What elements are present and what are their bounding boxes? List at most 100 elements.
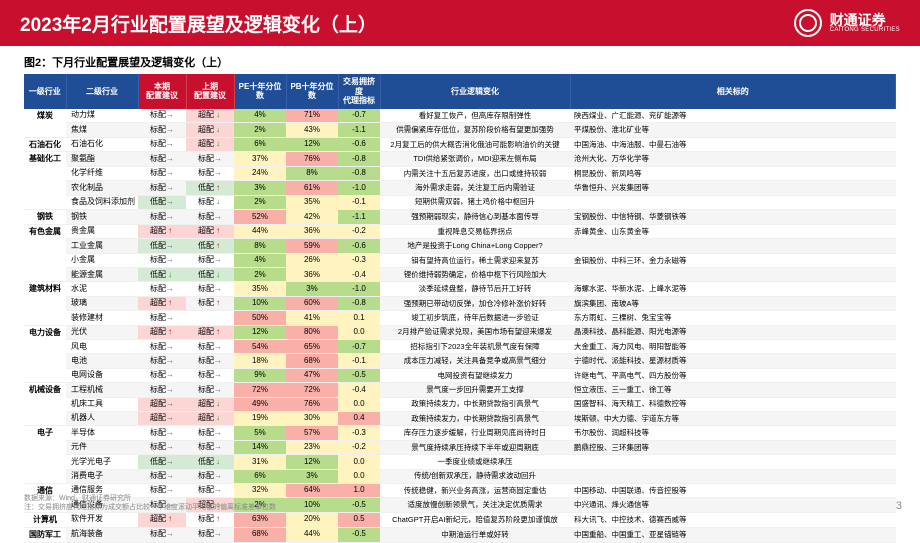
- logic-cell: 传统/创新双承压，静待需求波动回升: [380, 469, 570, 483]
- current-rec: 标配→: [138, 311, 186, 325]
- table-row: 钢铁钢铁标配→标配→52%42%-1.1强预期弱现实，静待信心到基本面传导宝钢股…: [24, 210, 896, 225]
- col-header: 二级行业: [66, 74, 138, 109]
- table-row: 光学光电子低配→低配↓31%12%0.0一季度业绩或继续承压: [24, 455, 896, 469]
- sub-industry: 焦煤: [66, 123, 138, 137]
- pe-cell: 54%: [234, 340, 286, 354]
- pb-cell: 26%: [286, 253, 338, 267]
- sub-industry: 半导体: [66, 426, 138, 440]
- logic-cell: 中期油运行单或好转: [380, 527, 570, 542]
- crowd-cell: -1.0: [338, 181, 380, 195]
- chart-title: 图2：下月行业配置展望及逻辑变化（上）: [0, 46, 920, 74]
- pe-cell: 4%: [234, 253, 286, 267]
- pb-cell: 65%: [286, 340, 338, 354]
- table-row: 化学纤维标配→标配→24%8%-0.8内需关注十五后复苏进度，出口或维持较弱桐昆…: [24, 166, 896, 180]
- footer-line1: 数据来源：Wind，财通证券研究所: [24, 494, 276, 503]
- pb-cell: 8%: [286, 166, 338, 180]
- table-wrap: 一级行业二级行业本期配置建议上期配置建议PE十年分位数PB十年分位数交易拥挤度代…: [0, 74, 920, 543]
- pe-cell: 31%: [234, 455, 286, 469]
- prev-rec: 标配→: [186, 210, 234, 225]
- pb-cell: 71%: [286, 109, 338, 123]
- prev-rec: 超配↓: [186, 137, 234, 152]
- sub-industry: 玻璃: [66, 296, 138, 310]
- pb-cell: 64%: [286, 483, 338, 497]
- pe-cell: 6%: [234, 469, 286, 483]
- category-cell: 基础化工: [24, 152, 66, 210]
- target-cell: 中国海油、中海油服、中曼石油等: [570, 137, 896, 152]
- table-row: 电网设备标配→标配→9%47%-0.5电网投资有望继续发力许继电气、平高电气、四…: [24, 368, 896, 382]
- sub-industry: 水泥: [66, 282, 138, 296]
- crowd-cell: -0.2: [338, 224, 380, 238]
- prev-rec: 标配→: [186, 527, 234, 542]
- target-cell: 华鲁恒升、兴发集团等: [570, 181, 896, 195]
- prev-rec: 标配→: [186, 469, 234, 483]
- prev-rec: 超配↓: [186, 123, 234, 137]
- prev-rec: 标配↓: [186, 195, 234, 209]
- pe-cell: 72%: [234, 383, 286, 397]
- table-row: 能源金属低配↓低配↓2%36%-0.4锂价维持弱势确定，价格中枢下行风险加大: [24, 268, 896, 282]
- pe-cell: 49%: [234, 397, 286, 411]
- pb-cell: 35%: [286, 195, 338, 209]
- current-rec: 标配→: [138, 123, 186, 137]
- prev-rec: 低配↓: [186, 268, 234, 282]
- logic-cell: 电网投资有望继续发力: [380, 368, 570, 382]
- pb-cell: 68%: [286, 354, 338, 368]
- target-cell: 桐昆股份、新凤鸣等: [570, 166, 896, 180]
- category-cell: 有色金属: [24, 224, 66, 282]
- sub-industry: 工程机械: [66, 383, 138, 397]
- pe-cell: 6%: [234, 137, 286, 152]
- prev-rec: 标配→: [186, 152, 234, 166]
- logic-cell: 2月复工后的供大概否消化俄油可能影响油价的关键: [380, 137, 570, 152]
- crowd-cell: -0.8: [338, 166, 380, 180]
- logic-cell: 政策持续发力，中长期贷款指引高景气: [380, 397, 570, 411]
- pb-cell: 3%: [286, 282, 338, 296]
- pb-cell: 59%: [286, 239, 338, 253]
- logo-icon: [794, 9, 822, 37]
- pe-cell: 18%: [234, 354, 286, 368]
- crowd-cell: -1.1: [338, 210, 380, 225]
- pb-cell: 72%: [286, 383, 338, 397]
- prev-rec: 标配→: [186, 426, 234, 440]
- crowd-cell: 0.4: [338, 411, 380, 425]
- current-rec: 超配→: [138, 411, 186, 425]
- col-header: 行业逻辑变化: [380, 74, 570, 109]
- logic-cell: 地产是投资于Long China+Long Copper?: [380, 239, 570, 253]
- pb-cell: 3%: [286, 469, 338, 483]
- logic-cell: 成本压力减轻，关注具备竞争或高景气细分: [380, 354, 570, 368]
- logic-cell: 重视降息交易临界拐点: [380, 224, 570, 238]
- prev-rec: 超配↓: [186, 397, 234, 411]
- crowd-cell: -0.3: [338, 426, 380, 440]
- logic-cell: 景气度持续承压持续下半年或迎周期底: [380, 440, 570, 454]
- logic-cell: 2月排产验证需求兑现，美国市场有望迎来爆发: [380, 325, 570, 339]
- target-cell: 许继电气、平高电气、四方股份等: [570, 368, 896, 382]
- pe-cell: 10%: [234, 296, 286, 310]
- target-cell: 宝钢股份、中信特钢、华菱钢铁等: [570, 210, 896, 225]
- logic-cell: 招标指引下2023全年装机景气度有保障: [380, 340, 570, 354]
- pb-cell: 61%: [286, 181, 338, 195]
- crowd-cell: 0.0: [338, 325, 380, 339]
- pe-cell: 35%: [234, 282, 286, 296]
- table-row: 元件标配→标配→14%23%-0.2景气度持续承压持续下半年或迎周期底鹏鼎控股、…: [24, 440, 896, 454]
- sub-industry: 能源金属: [66, 268, 138, 282]
- current-rec: 标配→: [138, 253, 186, 267]
- table-row: 机械设备工程机械标配→标配→72%72%-0.4景气度一步回升需要开工支撑恒立液…: [24, 383, 896, 397]
- pb-cell: 41%: [286, 311, 338, 325]
- crowd-cell: -0.1: [338, 354, 380, 368]
- prev-rec: 低配↑: [186, 181, 234, 195]
- sub-industry: 航海装备: [66, 527, 138, 542]
- crowd-cell: 1.0: [338, 483, 380, 497]
- footer-line2: 注：交易拥挤度代理指标为成交额占比较一年维度滚动平均值的偏离标准差单位数: [24, 503, 276, 512]
- target-cell: 赤峰黄金、山东黄金等: [570, 224, 896, 238]
- target-cell: 金钼股份、中科三环、金力永磁等: [570, 253, 896, 267]
- crowd-cell: -0.6: [338, 137, 380, 152]
- table-row: 机器人超配→超配↓19%30%0.4政策持续发力，中长期贷款指引高景气埃斯顿、中…: [24, 411, 896, 425]
- crowd-cell: 0.1: [338, 311, 380, 325]
- sub-industry: 石油石化: [66, 137, 138, 152]
- current-rec: 标配→: [138, 440, 186, 454]
- logic-cell: 政策持续发力，中长期贷款指引高景气: [380, 411, 570, 425]
- table-row: 电子半导体标配→标配→5%57%-0.3库存压力逐步缓解，行业周期见底尚待时日韦…: [24, 426, 896, 440]
- category-cell: 电子: [24, 426, 66, 484]
- crowd-cell: -0.3: [338, 253, 380, 267]
- current-rec: 标配→: [138, 166, 186, 180]
- logic-cell: 景气度一步回升需要开工支撑: [380, 383, 570, 397]
- logic-cell: 淡季延续盘整，静待节后开工好转: [380, 282, 570, 296]
